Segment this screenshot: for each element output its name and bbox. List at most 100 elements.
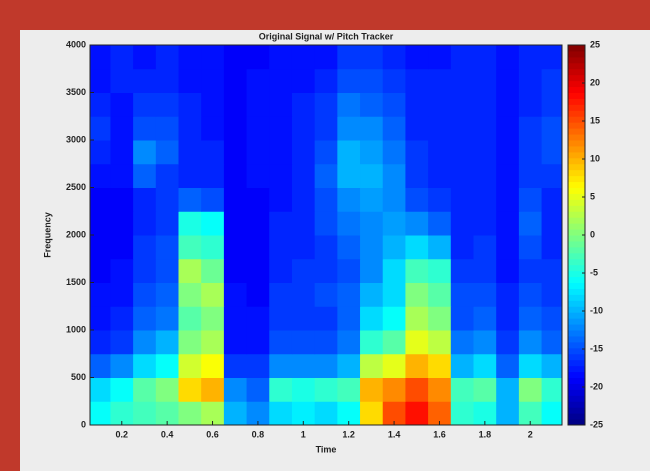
- x-tick-label: 0.6: [206, 429, 219, 439]
- heat-cell: [155, 163, 179, 188]
- heat-cell: [473, 140, 497, 165]
- heat-cell: [360, 235, 384, 260]
- colorbar-tick-label: -20: [590, 381, 603, 391]
- heat-cell: [360, 92, 384, 117]
- x-tick-label: 0.2: [116, 429, 129, 439]
- heat-cell: [155, 116, 179, 141]
- heat-cell: [337, 235, 361, 260]
- heat-cell: [110, 377, 134, 402]
- colorbar-step: [568, 74, 585, 82]
- heat-cell: [450, 140, 474, 165]
- heat-cell: [496, 401, 520, 425]
- heat-cell: [382, 235, 406, 260]
- colorbar-step: [568, 68, 585, 76]
- heat-cell: [291, 401, 316, 425]
- heat-cell: [269, 187, 293, 212]
- heat-cell: [541, 235, 562, 260]
- x-tick-label: 1.8: [479, 429, 492, 439]
- heat-cell: [382, 211, 406, 236]
- colorbar-step: [568, 157, 585, 165]
- heat-cell: [541, 258, 562, 283]
- chart-title: Original Signal w/ Pitch Tracker: [259, 31, 394, 41]
- heat-cell: [428, 140, 452, 165]
- heat-cell: [110, 401, 134, 425]
- heat-cell: [382, 140, 406, 165]
- heat-cell: [110, 140, 134, 165]
- heat-cell: [337, 211, 361, 236]
- y-tick-label: 1000: [66, 324, 86, 334]
- colorbar-step: [568, 122, 585, 129]
- colorbar-step: [568, 235, 585, 242]
- colorbar-step: [568, 116, 585, 123]
- heat-cell: [518, 187, 543, 212]
- heat-cell: [382, 330, 406, 355]
- heat-cell: [178, 258, 202, 283]
- heat-cell: [246, 187, 270, 212]
- heat-cell: [360, 68, 384, 93]
- colorbar-step: [568, 50, 585, 58]
- heat-cell: [473, 187, 497, 212]
- colorbar-step: [568, 246, 585, 254]
- heat-cell: [155, 92, 179, 117]
- heat-cell: [473, 306, 497, 331]
- heat-cell: [291, 68, 316, 93]
- x-tick-label: 0.8: [252, 429, 265, 439]
- heat-cell: [518, 377, 543, 402]
- heat-cell: [291, 258, 316, 283]
- heat-cell: [201, 116, 225, 141]
- heat-cell: [155, 330, 179, 355]
- heat-cell: [155, 140, 179, 165]
- heat-cell: [518, 68, 543, 93]
- heat-cell: [337, 68, 361, 93]
- colorbar-step: [568, 211, 585, 218]
- colorbar-step: [568, 413, 585, 420]
- heat-cell: [450, 92, 474, 117]
- colorbar-step: [568, 80, 585, 88]
- heat-cell: [269, 140, 293, 165]
- heat-cell: [496, 306, 520, 331]
- heat-cell: [246, 45, 270, 70]
- heat-cell: [246, 68, 270, 93]
- heat-cell: [110, 116, 134, 141]
- y-tick-label: 2500: [66, 182, 86, 192]
- heat-cell: [291, 330, 316, 355]
- heat-cell: [360, 187, 384, 212]
- heat-cell: [246, 330, 270, 355]
- heat-cell: [314, 68, 338, 93]
- colorbar-step: [568, 282, 585, 289]
- heat-cell: [382, 45, 406, 70]
- heat-cell: [133, 45, 157, 70]
- heat-cell: [382, 258, 406, 283]
- colorbar-step: [568, 383, 585, 390]
- heat-cell: [269, 258, 293, 283]
- heat-cell: [90, 68, 111, 93]
- heat-cell: [223, 235, 248, 260]
- heat-cell: [223, 140, 248, 165]
- heat-cell: [360, 282, 384, 307]
- heat-cell: [291, 306, 316, 331]
- heat-cell: [450, 211, 474, 236]
- y-tick-label: 2000: [66, 229, 86, 239]
- heat-cell: [201, 306, 225, 331]
- colorbar-step: [568, 318, 585, 325]
- heat-cell: [382, 353, 406, 378]
- heat-cell: [450, 306, 474, 331]
- heat-cell: [90, 401, 111, 425]
- heat-cell: [269, 45, 293, 70]
- heat-cell: [518, 258, 543, 283]
- colorbar-step: [568, 193, 585, 200]
- heat-cell: [110, 330, 134, 355]
- colorbar-step: [568, 181, 585, 188]
- heat-cell: [473, 68, 497, 93]
- colorbar-step: [568, 270, 585, 278]
- heat-cell: [178, 92, 202, 117]
- heat-cell: [473, 330, 497, 355]
- heat-cell: [518, 45, 543, 70]
- heat-cell: [473, 92, 497, 117]
- heat-cell: [201, 187, 225, 212]
- heat-cell: [450, 68, 474, 93]
- heat-cell: [450, 330, 474, 355]
- heat-cell: [223, 258, 248, 283]
- heat-cell: [223, 353, 248, 378]
- heat-cell: [337, 258, 361, 283]
